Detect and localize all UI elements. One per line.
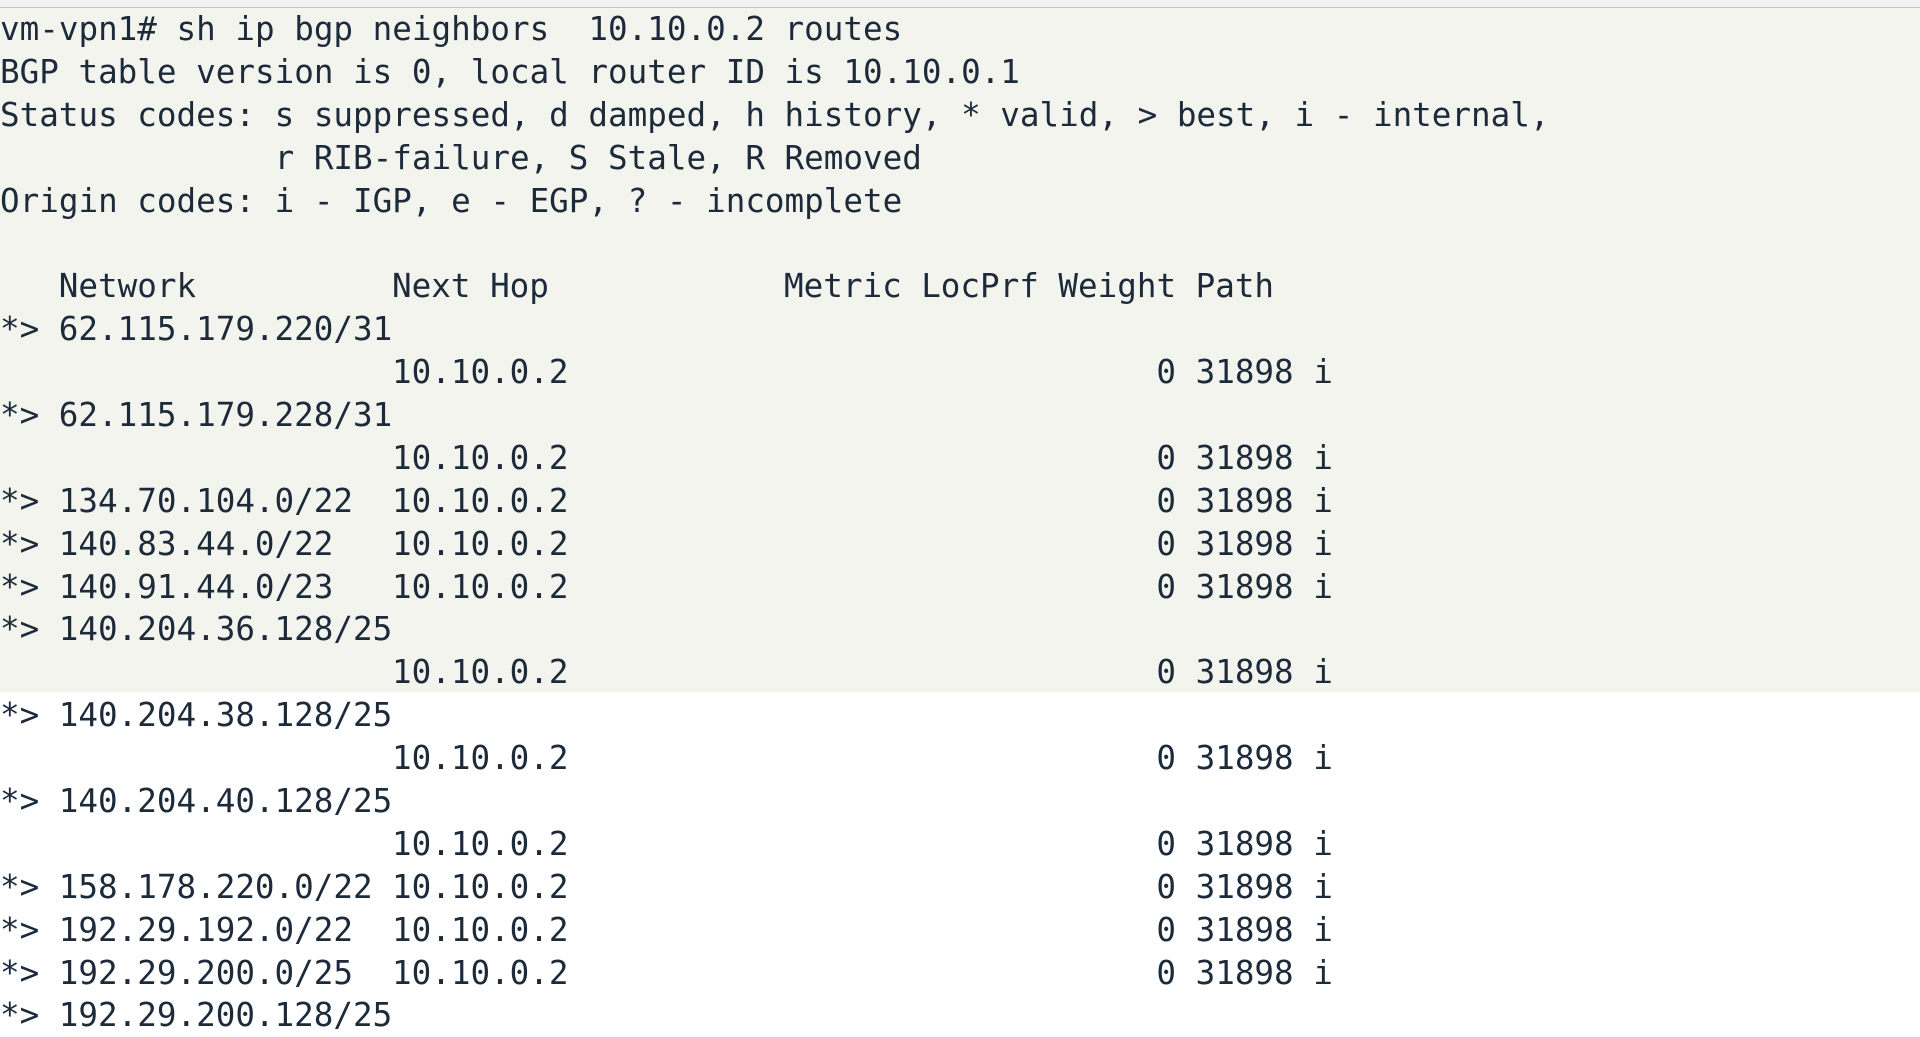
route-next-hop: 10.10.0.2 xyxy=(392,867,569,906)
route-network: 192.29.192.0/22 xyxy=(58,910,354,949)
route-row: *> 158.178.220.0/22 10.10.0.2 0 31898 i xyxy=(0,866,1920,909)
route-next-hop: 10.10.0.2 xyxy=(392,567,569,606)
route-weight: 0 xyxy=(1156,739,1176,778)
route-row: *> 140.204.40.128/25 xyxy=(0,780,1920,823)
route-weight: 0 xyxy=(1156,824,1176,863)
route-weight: 0 xyxy=(1156,353,1176,392)
header-line xyxy=(0,222,1920,265)
route-network: 140.91.44.0/23 xyxy=(58,567,334,606)
route-weight: 0 xyxy=(1156,953,1176,992)
route-network: 140.204.40.128/25 xyxy=(58,782,393,821)
route-network: 192.29.200.128/25 xyxy=(58,996,393,1035)
route-row: *> 140.83.44.0/22 10.10.0.2 0 31898 i xyxy=(0,523,1920,566)
route-weight: 0 xyxy=(1156,524,1176,563)
route-row-continuation: 10.10.0.2 0 31898 i xyxy=(0,737,1920,780)
column-network: Network xyxy=(58,267,197,306)
route-status: *> xyxy=(0,610,40,649)
route-row: *> 140.204.38.128/25 xyxy=(0,694,1920,737)
route-row: *> 62.115.179.228/31 xyxy=(0,394,1920,437)
header-line: Origin codes: i - IGP, e - EGP, ? - inco… xyxy=(0,180,1920,223)
route-row: *> 192.29.192.0/22 10.10.0.2 0 31898 i xyxy=(0,909,1920,952)
route-weight: 0 xyxy=(1156,438,1176,477)
route-next-hop: 10.10.0.2 xyxy=(392,438,569,477)
header-text: BGP table version is 0, local router ID … xyxy=(0,52,1020,91)
column-metric: Metric xyxy=(784,267,902,306)
route-status: *> xyxy=(0,953,40,992)
route-path: 31898 i xyxy=(1195,910,1333,949)
column-path: Path xyxy=(1195,267,1275,306)
header-line: Status codes: s suppressed, d damped, h … xyxy=(0,94,1920,137)
route-row: *> 192.29.200.128/25 xyxy=(0,994,1920,1037)
route-status: *> xyxy=(0,782,40,821)
route-weight: 0 xyxy=(1156,653,1176,692)
header-text: r RIB-failure, S Stale, R Removed xyxy=(0,138,922,177)
header-text: vm-vpn1# sh ip bgp neighbors 10.10.0.2 r… xyxy=(0,10,903,48)
route-status: *> xyxy=(0,996,40,1035)
route-status: *> xyxy=(0,696,40,735)
route-network: 192.29.200.0/25 xyxy=(58,953,354,992)
route-status: *> xyxy=(0,396,40,435)
route-network: 140.204.38.128/25 xyxy=(58,696,393,735)
route-path: 31898 i xyxy=(1195,824,1333,863)
route-status: *> xyxy=(0,910,40,949)
route-row-continuation: 10.10.0.2 0 31898 i xyxy=(0,823,1920,866)
route-weight: 0 xyxy=(1156,567,1176,606)
route-status: *> xyxy=(0,310,40,349)
route-path: 31898 i xyxy=(1195,953,1333,992)
route-path: 31898 i xyxy=(1195,438,1333,477)
header-line: vm-vpn1# sh ip bgp neighbors 10.10.0.2 r… xyxy=(0,8,1920,51)
route-status: *> xyxy=(0,481,40,520)
route-next-hop: 10.10.0.2 xyxy=(392,824,569,863)
route-row: *> 192.29.200.0/25 10.10.0.2 0 31898 i xyxy=(0,952,1920,995)
route-network: 140.83.44.0/22 xyxy=(58,524,334,563)
route-next-hop: 10.10.0.2 xyxy=(392,739,569,778)
header-line: r RIB-failure, S Stale, R Removed xyxy=(0,137,1920,180)
selection-highlight xyxy=(0,8,1920,692)
route-network: 134.70.104.0/22 xyxy=(58,481,354,520)
route-path: 31898 i xyxy=(1195,524,1333,563)
route-status: *> xyxy=(0,867,40,906)
route-weight: 0 xyxy=(1156,867,1176,906)
route-weight: 0 xyxy=(1156,910,1176,949)
route-row-continuation: 10.10.0.2 0 31898 i xyxy=(0,437,1920,480)
column-weight: Weight xyxy=(1058,267,1177,306)
route-row: *> 134.70.104.0/22 10.10.0.2 0 31898 i xyxy=(0,480,1920,523)
route-row-continuation: 10.10.0.2 0 31898 i xyxy=(0,651,1920,694)
route-path: 31898 i xyxy=(1195,567,1333,606)
route-network: 62.115.179.220/31 xyxy=(58,310,393,349)
route-status: *> xyxy=(0,567,40,606)
route-path: 31898 i xyxy=(1195,653,1333,692)
route-next-hop: 10.10.0.2 xyxy=(392,910,569,949)
terminal-output[interactable]: vm-vpn1# sh ip bgp neighbors 10.10.0.2 r… xyxy=(0,8,1920,1037)
route-row-continuation: 10.10.0.2 0 31898 i xyxy=(0,351,1920,394)
route-next-hop: 10.10.0.2 xyxy=(392,524,569,563)
column-next-hop: Next Hop xyxy=(392,267,549,306)
route-network: 140.204.36.128/25 xyxy=(58,610,393,649)
route-next-hop: 10.10.0.2 xyxy=(392,353,569,392)
route-row: *> 140.204.36.128/25 xyxy=(0,608,1920,651)
route-path: 31898 i xyxy=(1195,481,1333,520)
route-next-hop: 10.10.0.2 xyxy=(392,653,569,692)
header-text: Status codes: s suppressed, d damped, h … xyxy=(0,95,1550,134)
route-network: 158.178.220.0/22 xyxy=(58,867,373,906)
column-locprf: LocPrf xyxy=(921,267,1039,306)
column-header: Network Next Hop Metric LocPrf Weight Path xyxy=(0,265,1920,308)
route-row: *> 140.91.44.0/23 10.10.0.2 0 31898 i xyxy=(0,566,1920,609)
route-next-hop: 10.10.0.2 xyxy=(392,953,569,992)
header-text: Origin codes: i - IGP, e - EGP, ? - inco… xyxy=(0,181,903,220)
route-path: 31898 i xyxy=(1195,353,1333,392)
route-weight: 0 xyxy=(1156,481,1176,520)
route-path: 31898 i xyxy=(1195,739,1333,778)
route-network: 62.115.179.228/31 xyxy=(58,396,393,435)
route-row: *> 62.115.179.220/31 xyxy=(0,308,1920,351)
route-path: 31898 i xyxy=(1195,867,1333,906)
route-status: *> xyxy=(0,524,40,563)
window-top-border xyxy=(0,0,1920,8)
header-line: BGP table version is 0, local router ID … xyxy=(0,51,1920,94)
route-next-hop: 10.10.0.2 xyxy=(392,481,569,520)
